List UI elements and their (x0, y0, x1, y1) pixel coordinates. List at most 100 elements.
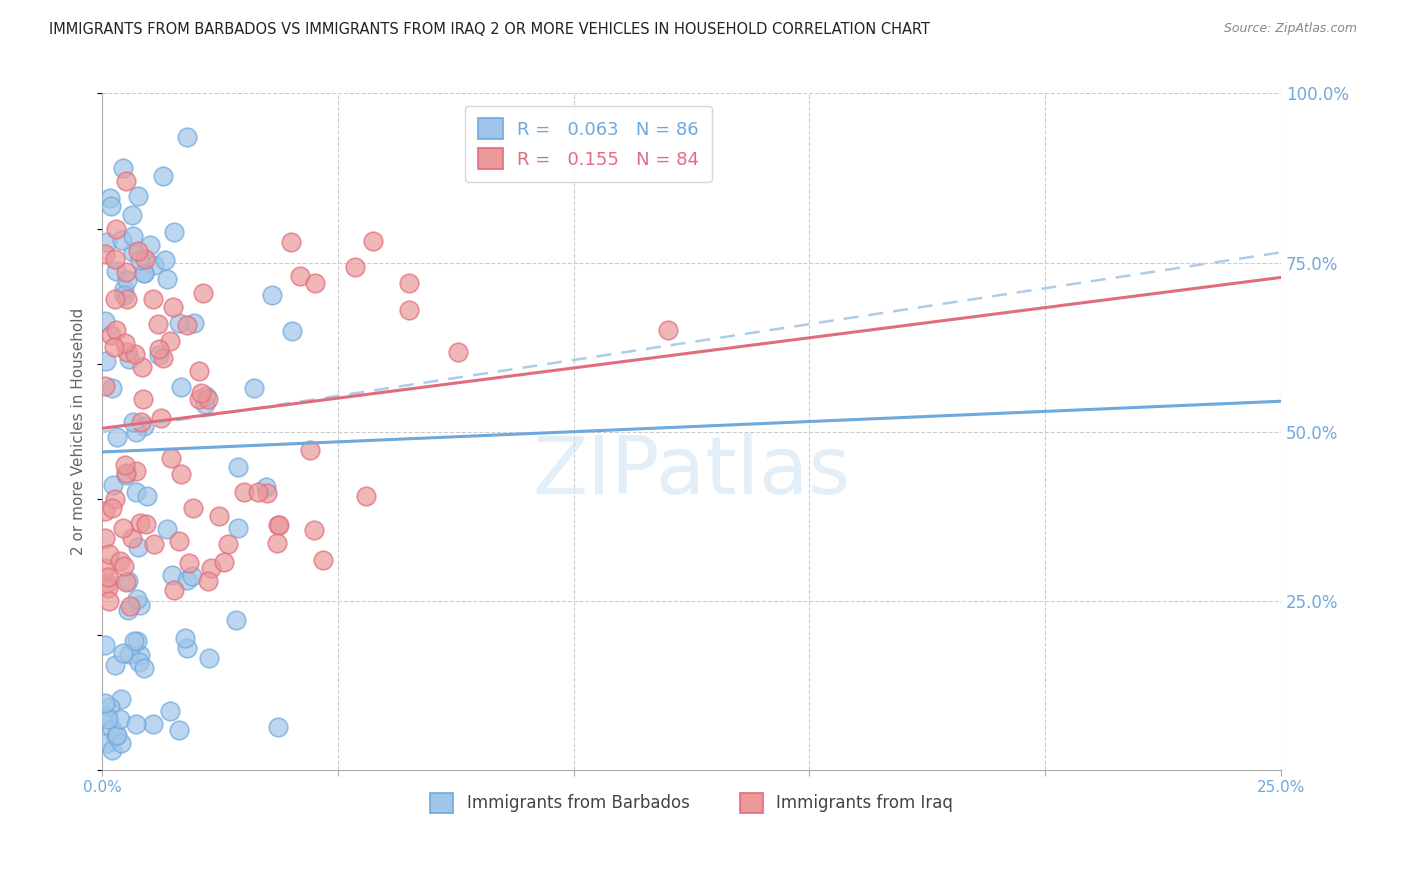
Point (134, 419, 156, 434)
Point (174, 632, 197, 646)
Point (398, 276, 420, 290)
Point (122, 634, 145, 648)
Point (117, 344, 139, 359)
Point (97, 712, 120, 726)
Point (356, 490, 378, 504)
Point (122, 245, 145, 260)
Point (115, 273, 138, 287)
Point (127, 592, 149, 607)
Point (298, 443, 321, 458)
Point (121, 415, 143, 429)
Point (101, 501, 124, 516)
Point (290, 268, 312, 283)
Point (96, 576, 118, 591)
Point (267, 517, 290, 532)
Point (131, 392, 153, 407)
Y-axis label: 2 or more Vehicles in Household: 2 or more Vehicles in Household (72, 308, 86, 556)
Point (112, 282, 135, 296)
Point (139, 237, 162, 252)
Point (132, 661, 155, 675)
Point (134, 252, 156, 267)
Point (104, 264, 127, 278)
Point (124, 347, 146, 361)
Point (159, 334, 181, 349)
Point (125, 717, 148, 731)
Point (143, 537, 166, 551)
Point (115, 466, 138, 480)
Point (108, 554, 131, 568)
Point (114, 174, 136, 188)
Point (117, 352, 139, 367)
Point (233, 485, 256, 500)
Point (117, 574, 139, 588)
Point (267, 720, 290, 734)
Point (105, 728, 128, 742)
Point (127, 189, 149, 203)
Point (98, 191, 121, 205)
Point (281, 324, 304, 338)
Point (148, 342, 170, 356)
Point (197, 574, 219, 589)
Point (187, 392, 209, 406)
Point (93, 504, 115, 518)
Point (343, 260, 366, 275)
Point (96, 709, 118, 723)
Point (117, 602, 139, 616)
Point (148, 348, 170, 362)
Point (160, 451, 183, 466)
Point (129, 648, 152, 662)
Point (176, 130, 198, 145)
Point (256, 486, 278, 500)
Point (100, 723, 122, 737)
Point (104, 658, 127, 673)
Point (105, 430, 128, 444)
Point (129, 415, 152, 429)
Point (143, 258, 166, 272)
Point (176, 573, 198, 587)
Point (100, 742, 122, 756)
Point (200, 560, 222, 574)
Point (197, 392, 219, 407)
Point (136, 489, 159, 503)
Point (302, 523, 325, 537)
Point (142, 292, 165, 306)
Point (96, 235, 118, 250)
Point (100, 199, 122, 213)
Point (153, 253, 176, 268)
Point (104, 292, 127, 306)
Point (198, 650, 221, 665)
Point (149, 411, 172, 425)
Point (103, 340, 125, 354)
Point (152, 351, 174, 365)
Point (170, 379, 193, 393)
Point (127, 244, 149, 259)
Point (105, 729, 128, 743)
Point (132, 266, 155, 280)
Point (146, 318, 169, 332)
Text: IMMIGRANTS FROM BARBADOS VS IMMIGRANTS FROM IRAQ 2 OR MORE VEHICLES IN HOUSEHOLD: IMMIGRANTS FROM BARBADOS VS IMMIGRANTS F… (49, 22, 931, 37)
Point (101, 382, 124, 396)
Point (187, 363, 209, 377)
Point (162, 582, 184, 597)
Point (100, 327, 122, 342)
Point (111, 234, 134, 248)
Point (176, 641, 198, 656)
Point (195, 388, 218, 402)
Point (167, 723, 190, 738)
Point (94, 696, 117, 710)
Point (118, 647, 141, 661)
Point (94, 531, 117, 545)
Point (121, 531, 143, 545)
Point (115, 467, 138, 482)
Point (181, 569, 204, 583)
Point (115, 574, 138, 589)
Point (183, 316, 205, 330)
Point (114, 336, 136, 351)
Point (152, 169, 174, 183)
Point (112, 521, 135, 535)
Point (110, 712, 132, 726)
Point (266, 536, 288, 550)
Point (160, 567, 183, 582)
Legend: Immigrants from Barbados, Immigrants from Iraq: Immigrants from Barbados, Immigrants fro… (420, 783, 963, 822)
Point (105, 221, 128, 235)
